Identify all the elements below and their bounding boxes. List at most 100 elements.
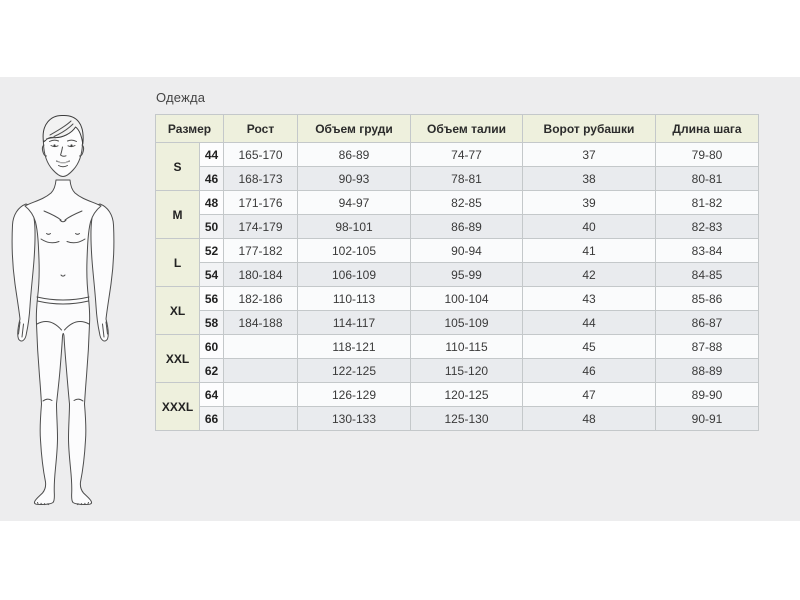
cell-step: 80-81: [655, 166, 759, 191]
cell-size-number: 62: [199, 358, 224, 383]
cell-height: 165-170: [223, 142, 298, 167]
size-table-body: S 44 165-170 86-89 74-77 37 79-80 46 168-173 90-9…: [155, 142, 759, 431]
cell-collar: 42: [522, 262, 656, 287]
cell-height: [223, 358, 298, 383]
cell-chest: 110-113: [297, 286, 411, 311]
table-row: 58 184-188 114-117 105-109 44 86-87: [156, 310, 759, 335]
cell-chest: 126-129: [297, 382, 411, 407]
cell-size-number: 48: [199, 190, 224, 215]
size-table-header: Размер Рост Объем груди Объем талии Ворот ру…: [155, 114, 759, 143]
cell-waist: 120-125: [410, 382, 523, 407]
col-header-collar: Ворот рубашки: [522, 114, 656, 143]
cell-collar: 48: [522, 406, 656, 431]
col-header-size: Размер: [155, 114, 224, 143]
cell-height: 184-188: [223, 310, 298, 335]
cell-waist: 78-81: [410, 166, 523, 191]
cell-height: 182-186: [223, 286, 298, 311]
table-row: 50 174-179 98-101 86-89 40 82-83: [156, 214, 759, 239]
size-group-label: S: [155, 142, 200, 191]
table-row: 54 180-184 106-109 95-99 42 84-85: [156, 262, 759, 287]
cell-step: 79-80: [655, 142, 759, 167]
cell-waist: 90-94: [410, 238, 523, 263]
cell-waist: 110-115: [410, 334, 523, 359]
cell-waist: 125-130: [410, 406, 523, 431]
table-row: L 52 177-182 102-105 90-94 41 83-84: [155, 238, 759, 287]
cell-collar: 39: [522, 190, 656, 215]
cell-chest: 106-109: [297, 262, 411, 287]
cell-height: 180-184: [223, 262, 298, 287]
table-row: XL 56 182-186 110-113 100-104 43 85-86: [155, 286, 759, 335]
cell-chest: 86-89: [297, 142, 411, 167]
cell-step: 82-83: [655, 214, 759, 239]
size-group-label: XXL: [155, 334, 200, 383]
cell-step: 81-82: [655, 190, 759, 215]
table-row: XXL 60 118-121 110-115 45 87-88: [155, 334, 759, 383]
cell-waist: 115-120: [410, 358, 523, 383]
cell-waist: 100-104: [410, 286, 523, 311]
cell-step: 89-90: [655, 382, 759, 407]
cell-collar: 47: [522, 382, 656, 407]
cell-size-number: 52: [199, 238, 224, 263]
cell-height: 168-173: [223, 166, 298, 191]
cell-height: [223, 334, 298, 359]
table-row: 66 130-133 125-130 48 90-91: [156, 406, 759, 431]
cell-collar: 43: [522, 286, 656, 311]
cell-step: 87-88: [655, 334, 759, 359]
cell-chest: 98-101: [297, 214, 411, 239]
col-header-chest: Объем груди: [297, 114, 411, 143]
table-row: XXXL 64 126-129 120-125 47 89-90: [155, 382, 759, 431]
cell-size-number: 56: [199, 286, 224, 311]
cell-collar: 44: [522, 310, 656, 335]
page-title: Одежда: [156, 90, 206, 105]
cell-chest: 102-105: [297, 238, 411, 263]
cell-collar: 38: [522, 166, 656, 191]
cell-chest: 118-121: [297, 334, 411, 359]
cell-height: [223, 406, 298, 431]
cell-size-number: 60: [199, 334, 224, 359]
cell-size-number: 66: [199, 406, 224, 431]
size-table: Размер Рост Объем груди Объем талии Ворот ру…: [155, 114, 759, 431]
cell-collar: 46: [522, 358, 656, 383]
cell-waist: 74-77: [410, 142, 523, 167]
cell-step: 83-84: [655, 238, 759, 263]
cell-size-number: 46: [199, 166, 224, 191]
col-header-waist: Объем талии: [410, 114, 523, 143]
cell-waist: 82-85: [410, 190, 523, 215]
col-header-step: Длина шага: [655, 114, 759, 143]
cell-step: 90-91: [655, 406, 759, 431]
cell-size-number: 44: [199, 142, 224, 167]
table-row: 46 168-173 90-93 78-81 38 80-81: [156, 166, 759, 191]
cell-waist: 95-99: [410, 262, 523, 287]
cell-collar: 40: [522, 214, 656, 239]
cell-step: 86-87: [655, 310, 759, 335]
cell-size-number: 64: [199, 382, 224, 407]
cell-height: 174-179: [223, 214, 298, 239]
cell-chest: 114-117: [297, 310, 411, 335]
cell-chest: 130-133: [297, 406, 411, 431]
table-row: M 48 171-176 94-97 82-85 39 81-82: [155, 190, 759, 239]
hair: [42, 114, 84, 145]
cell-waist: 86-89: [410, 214, 523, 239]
torso-and-legs: [24, 179, 102, 505]
cell-height: 177-182: [223, 238, 298, 263]
size-group-label: XL: [155, 286, 200, 335]
size-group-label: XXXL: [155, 382, 200, 431]
cell-chest: 122-125: [297, 358, 411, 383]
cell-size-number: 58: [199, 310, 224, 335]
cell-collar: 45: [522, 334, 656, 359]
table-row: 62 122-125 115-120 46 88-89: [156, 358, 759, 383]
size-group-label: M: [155, 190, 200, 239]
cell-size-number: 50: [199, 214, 224, 239]
cell-step: 85-86: [655, 286, 759, 311]
cell-chest: 90-93: [297, 166, 411, 191]
cell-chest: 94-97: [297, 190, 411, 215]
left-arm: [11, 203, 36, 342]
cell-collar: 37: [522, 142, 656, 167]
cell-waist: 105-109: [410, 310, 523, 335]
cell-collar: 41: [522, 238, 656, 263]
cell-step: 88-89: [655, 358, 759, 383]
col-header-height: Рост: [223, 114, 298, 143]
size-group-label: L: [155, 238, 200, 287]
right-arm: [90, 203, 115, 342]
